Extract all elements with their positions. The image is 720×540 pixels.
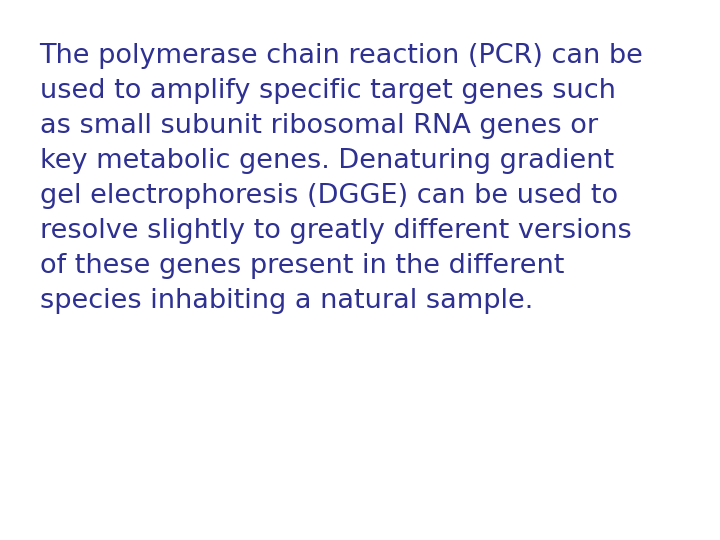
Text: The polymerase chain reaction (PCR) can be
used to amplify specific target genes: The polymerase chain reaction (PCR) can …: [40, 43, 644, 314]
